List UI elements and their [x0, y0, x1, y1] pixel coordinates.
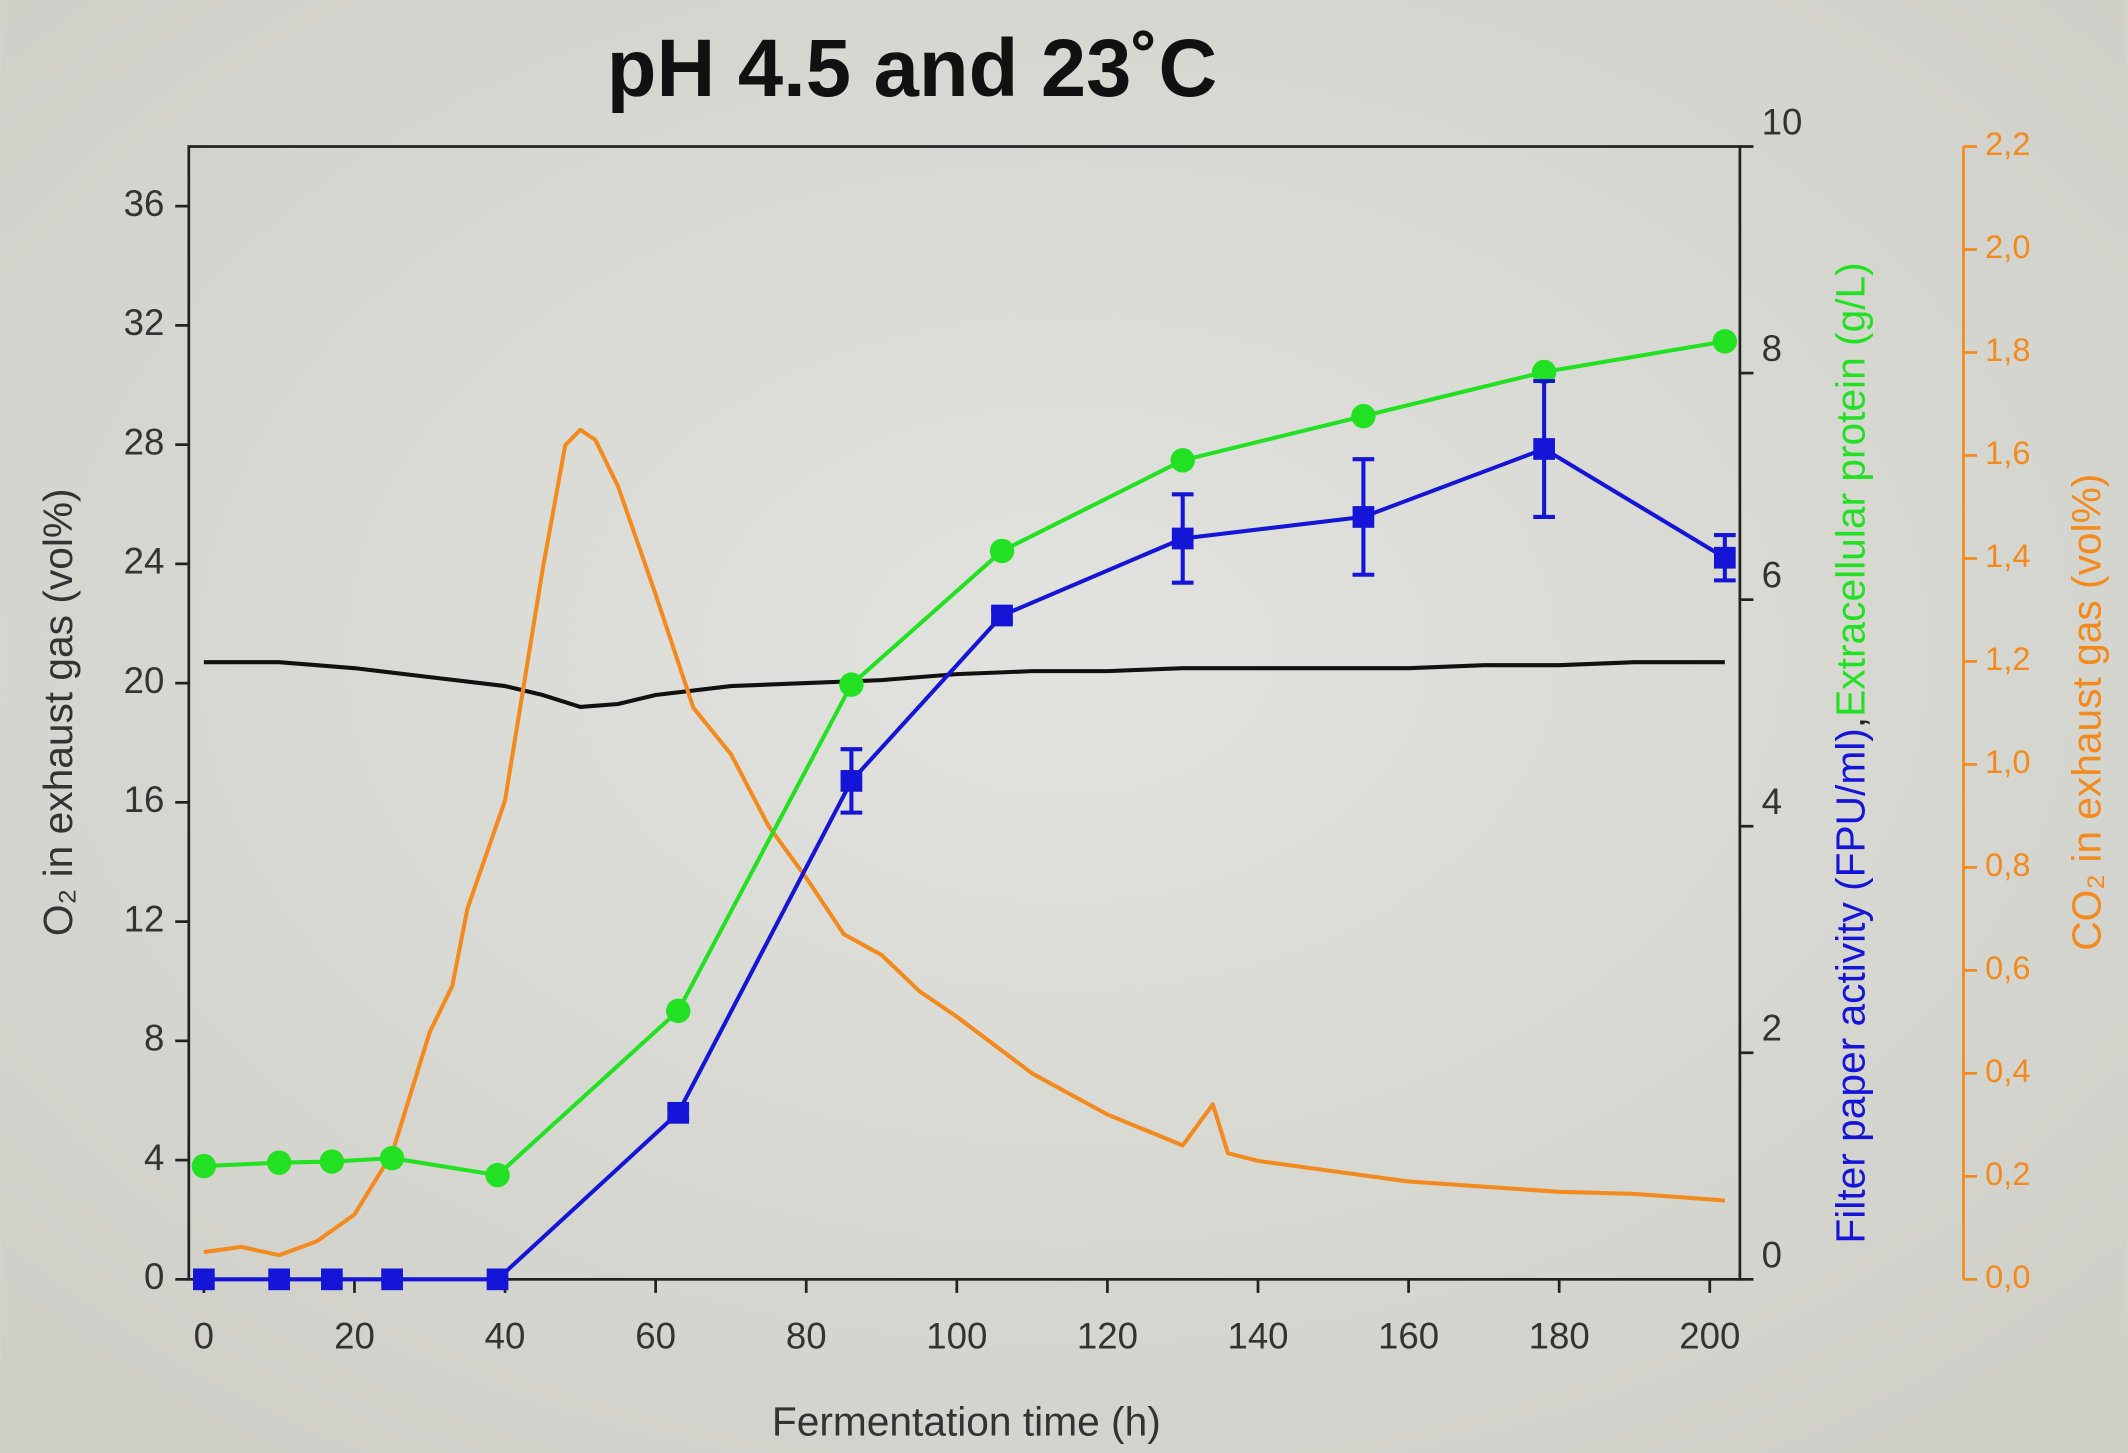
y3-tick-label: 1,2: [1985, 641, 2030, 677]
y3-tick-label: 2,2: [1985, 126, 2030, 162]
y3-tick-label: 1,0: [1985, 744, 2030, 780]
x-tick-label: 120: [1077, 1316, 1138, 1357]
point: [191, 1153, 217, 1179]
point: [1712, 329, 1738, 354]
y-tick-label: 24: [124, 541, 165, 582]
y2-axis-label-part: Filter paper activity (FPU/ml): [1827, 728, 1873, 1243]
y-tick-label: 8: [144, 1018, 164, 1059]
y-tick-label: 12: [124, 898, 165, 939]
y3-tick-label: 1,4: [1985, 538, 2030, 574]
point: [486, 1268, 509, 1291]
y2-tick-label: 2: [1762, 1008, 1782, 1049]
x-tick-label: 0: [194, 1316, 214, 1357]
x-tick-label: 160: [1378, 1316, 1439, 1357]
point: [989, 538, 1015, 564]
y3-tick-label: 1,8: [1985, 332, 2030, 368]
point: [379, 1145, 405, 1171]
y-tick-label: 32: [124, 302, 165, 343]
x-tick-label: 20: [334, 1316, 375, 1357]
point: [1351, 403, 1376, 429]
point: [840, 770, 863, 792]
series-line: [203, 660, 1725, 709]
plot-frame: [187, 145, 1742, 1281]
y2-tick-label: 6: [1762, 555, 1782, 596]
y2-tick-label: 0: [1762, 1234, 1782, 1275]
y3-tick-label: 0,8: [1985, 847, 2030, 883]
y-tick-label: 0: [144, 1256, 164, 1297]
y-tick-label: 4: [144, 1137, 164, 1178]
y3-tick-label: 0,6: [1985, 950, 2030, 986]
x-tick-label: 60: [635, 1316, 676, 1357]
x-tick-label: 80: [786, 1316, 827, 1357]
series-line: [203, 427, 1725, 1258]
point: [1533, 438, 1555, 460]
y-tick-label: 16: [124, 779, 165, 820]
point: [666, 998, 691, 1024]
y3-tick-label: 2,0: [1985, 229, 2030, 265]
y3-tick-label: 0,0: [1985, 1259, 2030, 1295]
point: [266, 1150, 292, 1175]
y2-axis-label-part: ,: [1827, 717, 1873, 728]
y3-tick-label: 1,6: [1985, 435, 2030, 471]
x-tick-label: 140: [1227, 1316, 1288, 1357]
x-tick-label: 200: [1679, 1316, 1740, 1357]
point: [268, 1268, 291, 1291]
y-tick-label: 36: [124, 183, 165, 224]
y2-axis-label: Filter paper activity (FPU/ml),Extracell…: [1827, 262, 1873, 1243]
y3-axis-label: CO₂ in exhaust gas (vol%): [2063, 474, 2109, 951]
y-tick-label: 28: [124, 421, 165, 462]
point: [667, 1101, 690, 1124]
point: [485, 1162, 510, 1188]
point: [319, 1149, 345, 1174]
y2-tick-label: 4: [1762, 781, 1782, 822]
point: [1352, 506, 1375, 528]
y-tick-label: 20: [124, 660, 165, 701]
y3-tick-label: 0,4: [1985, 1053, 2030, 1089]
point: [1170, 448, 1195, 473]
y2-axis-label-part: Extracellular protein (g/L): [1827, 262, 1873, 717]
x-tick-label: 180: [1529, 1316, 1590, 1357]
y-axis-label: O₂ in exhaust gas (vol%): [35, 488, 81, 936]
y2-tick-label: 8: [1762, 328, 1782, 369]
point: [1171, 527, 1194, 550]
y2-tick-label: 10: [1762, 101, 1803, 142]
y3-tick-label: 0,2: [1985, 1156, 2030, 1192]
point: [321, 1268, 343, 1291]
chart-title: pH 4.5 and 23˚C: [607, 23, 1218, 114]
point: [193, 1268, 215, 1291]
x-tick-label: 100: [926, 1316, 987, 1357]
point: [1713, 546, 1736, 569]
x-tick-label: 40: [485, 1316, 526, 1357]
x-axis-label: Fermentation time (h): [772, 1398, 1161, 1444]
point: [1531, 359, 1557, 385]
point: [381, 1268, 403, 1291]
point: [839, 672, 864, 697]
point: [991, 604, 1013, 627]
